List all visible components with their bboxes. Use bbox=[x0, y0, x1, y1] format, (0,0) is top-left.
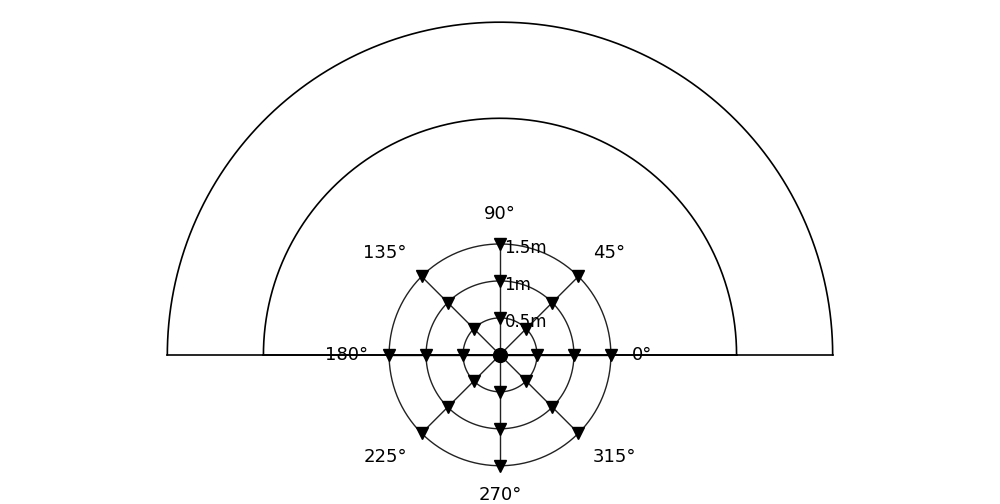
Text: 45°: 45° bbox=[593, 244, 625, 262]
Text: 135°: 135° bbox=[363, 244, 407, 262]
Text: 225°: 225° bbox=[363, 448, 407, 466]
Text: 0°: 0° bbox=[632, 346, 652, 364]
Text: 90°: 90° bbox=[484, 205, 516, 223]
Text: 1m: 1m bbox=[504, 276, 531, 294]
Text: 180°: 180° bbox=[325, 346, 368, 364]
Text: 0.5m: 0.5m bbox=[504, 313, 547, 331]
Text: 315°: 315° bbox=[593, 448, 637, 466]
Text: 270°: 270° bbox=[478, 486, 522, 504]
Text: 1.5m: 1.5m bbox=[504, 239, 547, 258]
